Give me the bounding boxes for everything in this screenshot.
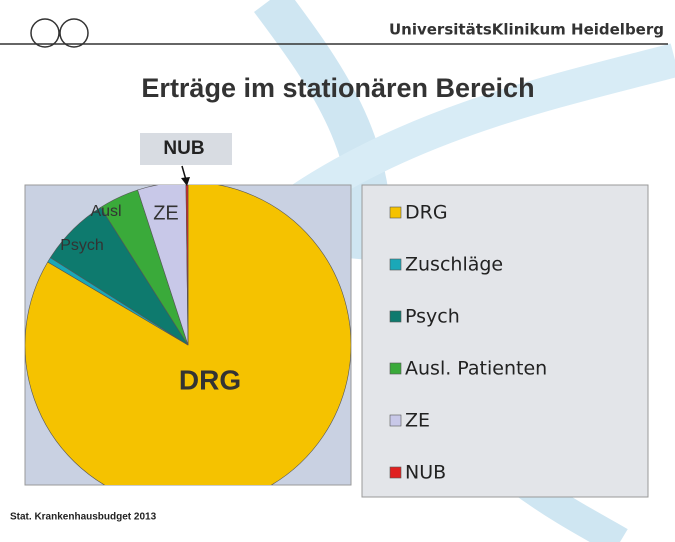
institution: UniversitätsKlinikum Heidelberg (389, 21, 664, 39)
chart-title: Erträge im stationären Bereich (141, 73, 534, 103)
legend-swatch (389, 258, 402, 271)
logo-circle (59, 18, 89, 48)
pie-slice (137, 185, 189, 346)
source: Stat. Krankenhausbudget 2013 (10, 512, 157, 523)
pie-slice (185, 185, 189, 346)
legend-swatch (389, 414, 402, 427)
legend-label: Ausl. Patienten (405, 358, 547, 380)
legend-label: Zuschläge (405, 254, 503, 276)
legend-swatch (389, 206, 402, 219)
legend-swatch (389, 310, 402, 323)
slice-label: DRG (179, 364, 241, 395)
slice-label: Psych (60, 237, 104, 254)
slice-label: ZE (153, 202, 179, 224)
logo-circle (30, 18, 60, 48)
legend-label: DRG (405, 202, 448, 224)
slice-label: NUB (163, 138, 204, 159)
legend-swatch (389, 362, 402, 375)
legend-swatch (389, 466, 402, 479)
slice-label: Ausl (90, 203, 121, 220)
legend-label: Psych (405, 306, 460, 328)
legend-label: NUB (405, 462, 446, 484)
legend-label: ZE (405, 410, 430, 432)
legend-box (361, 184, 649, 498)
callout-box (140, 133, 232, 165)
pie-slice (25, 185, 351, 485)
callout-arrowhead (181, 177, 190, 186)
decor-arc (290, 43, 675, 215)
